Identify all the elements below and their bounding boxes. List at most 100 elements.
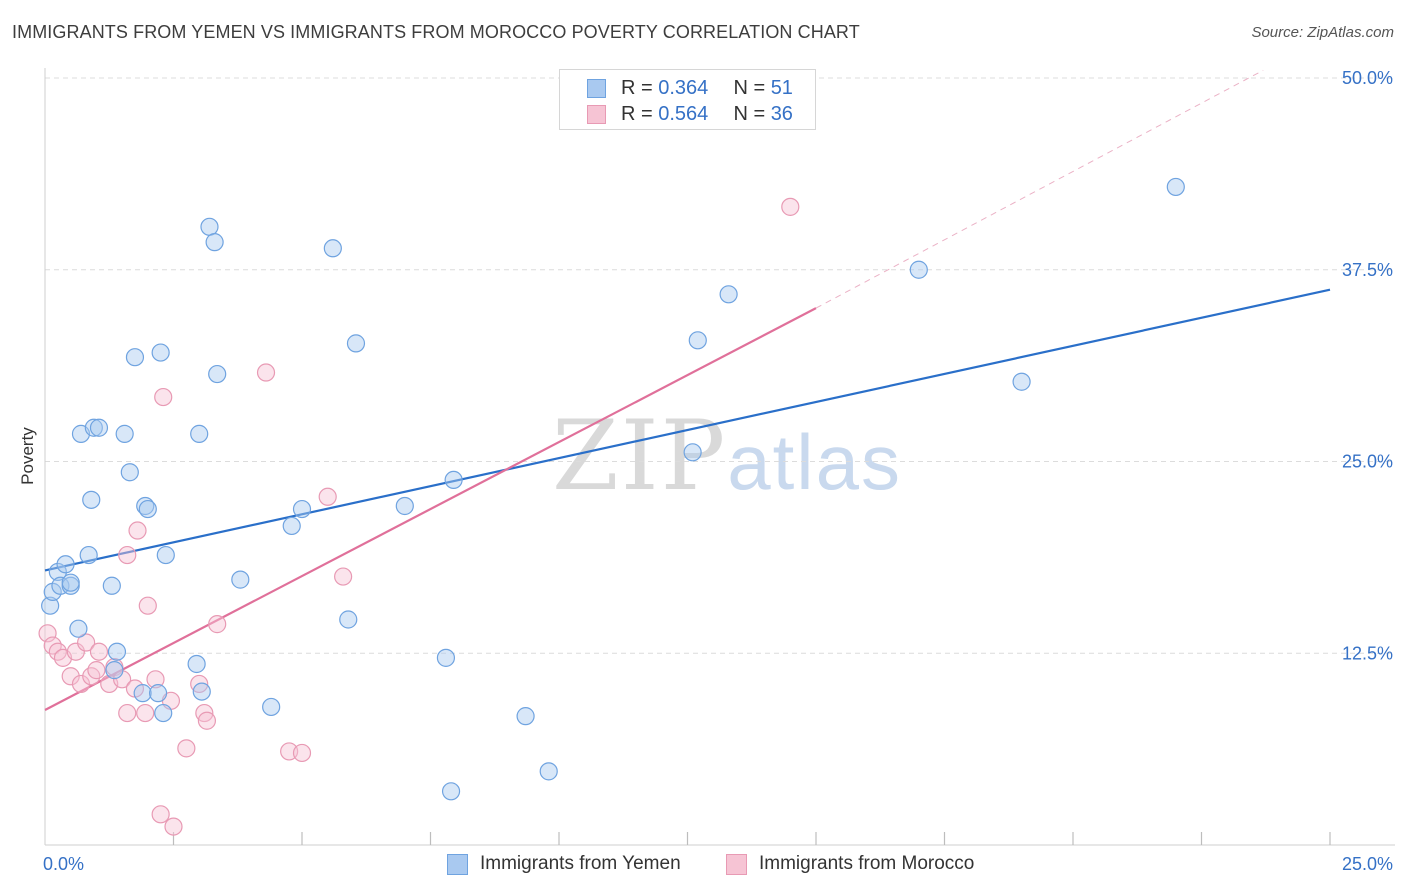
y-tick-label: 25.0%	[1342, 452, 1393, 472]
legend-n-value: 51	[770, 77, 793, 99]
point-morocco	[256, 363, 276, 382]
point-morocco	[177, 739, 196, 758]
point-morocco	[87, 661, 106, 680]
point-yemen	[125, 348, 145, 367]
point-yemen	[339, 610, 358, 629]
legend-n-label: N =	[733, 103, 771, 125]
point-morocco	[118, 545, 137, 565]
point-yemen	[133, 684, 152, 703]
point-yemen	[84, 418, 103, 437]
point-yemen	[79, 545, 98, 565]
point-morocco	[334, 567, 353, 586]
point-morocco	[164, 817, 183, 836]
point-morocco	[77, 633, 96, 652]
point-morocco	[138, 596, 157, 615]
point-yemen	[516, 707, 535, 726]
bottom-legend-swatch-yemen	[447, 854, 468, 875]
trend-line-morocco	[815, 69, 1264, 309]
legend-n-label: N =	[733, 77, 771, 99]
point-morocco	[292, 743, 312, 763]
axes	[44, 68, 1395, 846]
point-morocco	[318, 487, 337, 506]
bottom-legend-label-yemen: Immigrants from Yemen	[480, 853, 681, 874]
point-morocco	[146, 670, 165, 689]
point-yemen	[688, 331, 707, 350]
point-yemen	[56, 555, 75, 574]
point-yemen	[436, 648, 456, 667]
point-morocco	[208, 615, 227, 634]
y-axis-label: Poverty	[18, 427, 37, 485]
point-morocco	[61, 667, 80, 686]
y-tick-label: 12.5%	[1342, 643, 1393, 663]
legend-n-value: 36	[770, 103, 793, 125]
point-yemen	[82, 490, 101, 509]
point-yemen	[148, 684, 168, 703]
point-yemen	[292, 499, 312, 519]
point-yemen	[120, 463, 139, 482]
point-yemen	[539, 762, 558, 781]
point-yemen	[683, 443, 702, 462]
point-yemen	[41, 596, 60, 615]
x-tick-label: 0.0%	[43, 854, 84, 874]
point-yemen	[192, 682, 211, 701]
legend-r-value: 0.364	[658, 77, 709, 99]
point-morocco	[197, 711, 217, 730]
point-yemen	[115, 424, 134, 443]
chart-title: IMMIGRANTS FROM YEMEN VS IMMIGRANTS FROM…	[12, 22, 860, 42]
point-yemen	[138, 499, 157, 519]
point-morocco	[118, 703, 137, 723]
y-tick-label: 50.0%	[1342, 68, 1393, 88]
point-morocco	[66, 642, 85, 661]
point-yemen	[395, 496, 414, 516]
point-yemen	[48, 562, 67, 582]
y-tick-label: 37.5%	[1342, 260, 1393, 280]
point-yemen	[1012, 372, 1031, 391]
point-yemen	[262, 697, 281, 717]
point-yemen	[441, 782, 461, 801]
point-yemen	[190, 424, 209, 443]
point-yemen	[205, 233, 224, 252]
trend-line-yemen	[44, 288, 1331, 572]
trend-lines	[44, 69, 1331, 711]
grid-lines	[45, 77, 1395, 654]
legend-r-label: R =	[621, 77, 659, 99]
point-yemen	[1166, 177, 1185, 197]
trend-line-morocco	[44, 307, 817, 711]
point-yemen	[151, 343, 170, 362]
legend-r-value: 0.564	[658, 103, 709, 125]
watermark-zip: ZIP	[552, 400, 728, 512]
x-tick-label: 25.0%	[1342, 854, 1393, 874]
point-morocco	[781, 197, 800, 216]
point-yemen	[136, 496, 155, 516]
point-yemen	[69, 619, 88, 638]
point-yemen	[231, 570, 250, 589]
point-yemen	[282, 516, 301, 536]
point-yemen	[323, 239, 342, 258]
point-morocco	[151, 805, 170, 824]
point-morocco	[112, 670, 132, 689]
bottom-legend-label-morocco: Immigrants from Morocco	[759, 853, 975, 874]
bottom-legend-swatch-morocco	[726, 854, 747, 875]
point-yemen	[61, 573, 80, 592]
point-yemen	[51, 576, 70, 595]
point-yemen	[208, 364, 227, 384]
point-yemen	[89, 418, 109, 437]
point-yemen	[156, 545, 175, 565]
point-yemen	[107, 642, 127, 661]
data-points	[38, 177, 1185, 836]
tick-labels: 12.5% 25.0% 37.5% 50.0% 0.0% 25.0%	[43, 68, 1393, 874]
point-yemen	[444, 470, 463, 490]
legend-swatch-yemen	[587, 79, 606, 98]
point-yemen	[187, 654, 206, 674]
point-morocco	[71, 674, 91, 694]
point-morocco	[136, 703, 155, 723]
point-yemen	[200, 217, 219, 236]
point-yemen	[909, 260, 928, 279]
point-yemen	[719, 285, 738, 304]
point-yemen	[102, 576, 121, 595]
legend-r-label: R =	[621, 103, 659, 125]
point-morocco	[89, 642, 109, 661]
stats-legend: R = 0.364 N = 51 R = 0.564 N = 36	[559, 69, 816, 130]
point-morocco	[154, 387, 173, 407]
